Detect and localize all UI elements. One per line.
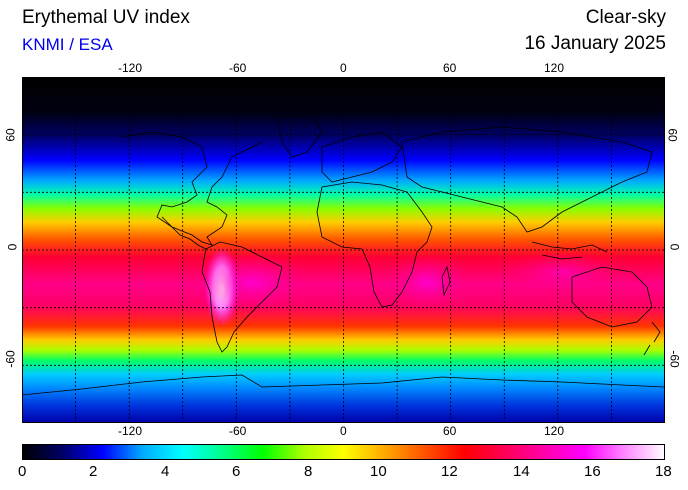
coast-asia: [401, 126, 653, 233]
coast-greenland: [276, 114, 323, 158]
sky-condition: Clear-sky: [585, 7, 666, 28]
uv-hotspot-africa: [387, 254, 467, 310]
map-frame: [22, 77, 665, 423]
coast-indonesia: [531, 241, 608, 260]
lon-tick-bottom: -60: [229, 424, 247, 438]
coast-new-zealand: [643, 321, 661, 356]
colorbar-label: 14: [513, 463, 530, 480]
coast-central-america: [161, 216, 207, 250]
lat-tick-right: 0: [667, 243, 682, 251]
lat-lon-grid: [22, 77, 665, 423]
colorbar: [22, 444, 665, 460]
lat-tick-left: -60: [3, 350, 18, 368]
lon-tick-bottom: 0: [340, 424, 347, 438]
lon-tick-bottom: -120: [118, 424, 143, 438]
lat-tick-right: 60: [665, 128, 680, 142]
lon-tick-top: 60: [443, 61, 457, 75]
uv-hotspot-south-america: [197, 252, 307, 312]
map-date: 16 January 2025: [524, 33, 666, 54]
coast-antarctica: [22, 374, 665, 396]
lon-tick-bottom: 120: [544, 424, 565, 438]
colorbar-label: 0: [18, 463, 27, 480]
uv-hotspot-indian-ocean: [502, 252, 622, 292]
colorbar-label: 8: [304, 463, 313, 480]
lat-tick-left: 60: [3, 128, 18, 142]
lon-tick-bottom: 60: [443, 424, 457, 438]
colorbar-label: 18: [655, 463, 672, 480]
colorbar-label: 16: [584, 463, 601, 480]
colorbar-frame: [22, 444, 665, 460]
lat-tick-right: -60: [667, 350, 682, 368]
colorbar-gradient: [22, 444, 665, 460]
lat-tick-left: 0: [5, 243, 20, 251]
coast-madagascar: [441, 265, 451, 297]
lon-tick-top: 120: [544, 61, 565, 75]
coast-north-america: [121, 131, 263, 246]
colorbar-label: 4: [161, 463, 170, 480]
coast-south-america: [201, 241, 283, 353]
coast-australia: [571, 266, 653, 328]
colorbar-label: 2: [89, 463, 98, 480]
colorbar-label: 10: [370, 463, 387, 480]
map-title: Erythemal UV index: [22, 7, 190, 28]
colorbar-label: 12: [441, 463, 458, 480]
colorbar-label: 6: [232, 463, 241, 480]
credit-link[interactable]: KNMI / ESA: [22, 35, 113, 54]
lon-tick-top: -120: [118, 61, 143, 75]
uv-index-map[interactable]: [22, 77, 665, 423]
lon-tick-top: 0: [340, 61, 347, 75]
lon-tick-top: -60: [229, 61, 247, 75]
